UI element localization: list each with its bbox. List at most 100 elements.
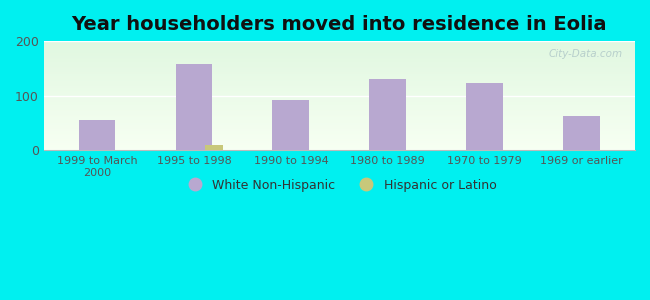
- Bar: [44, 65, 635, 66]
- Bar: [44, 138, 635, 139]
- Bar: [44, 58, 635, 59]
- Bar: [44, 108, 635, 109]
- Bar: [44, 86, 635, 87]
- Bar: [44, 93, 635, 94]
- Bar: [44, 42, 635, 43]
- Bar: [44, 88, 635, 89]
- Bar: [44, 54, 635, 55]
- Bar: [44, 112, 635, 113]
- Bar: [44, 133, 635, 134]
- Bar: [44, 104, 635, 105]
- Bar: [44, 102, 635, 103]
- Bar: [44, 47, 635, 48]
- Bar: [44, 131, 635, 132]
- Bar: [44, 82, 635, 83]
- Bar: [44, 57, 635, 58]
- Bar: [44, 59, 635, 60]
- Bar: [44, 80, 635, 81]
- Bar: [44, 43, 635, 44]
- Bar: [44, 134, 635, 135]
- Bar: [44, 116, 635, 117]
- Bar: [44, 75, 635, 76]
- Bar: [44, 68, 635, 69]
- Bar: [44, 113, 635, 114]
- Bar: [44, 106, 635, 107]
- Bar: [44, 141, 635, 142]
- Bar: [44, 124, 635, 125]
- Bar: [44, 136, 635, 137]
- Bar: [44, 64, 635, 65]
- Bar: [44, 83, 635, 84]
- Bar: [44, 115, 635, 116]
- Bar: [44, 98, 635, 99]
- Bar: [44, 144, 635, 145]
- Bar: [44, 132, 635, 133]
- Bar: [44, 105, 635, 106]
- Bar: [44, 74, 635, 75]
- Bar: [79, 120, 116, 150]
- Bar: [44, 107, 635, 108]
- Bar: [44, 126, 635, 127]
- Bar: [466, 83, 503, 150]
- Bar: [44, 100, 635, 101]
- Bar: [44, 46, 635, 47]
- Legend: White Non-Hispanic, Hispanic or Latino: White Non-Hispanic, Hispanic or Latino: [177, 174, 502, 196]
- Bar: [564, 116, 600, 150]
- Bar: [44, 92, 635, 93]
- Bar: [44, 79, 635, 80]
- Bar: [44, 56, 635, 57]
- Bar: [44, 63, 635, 64]
- Bar: [44, 95, 635, 96]
- Bar: [44, 55, 635, 56]
- Bar: [44, 117, 635, 118]
- Bar: [44, 50, 635, 51]
- Bar: [44, 137, 635, 138]
- Bar: [44, 49, 635, 50]
- Bar: [44, 81, 635, 82]
- Bar: [44, 103, 635, 104]
- Bar: [44, 119, 635, 120]
- Bar: [44, 146, 635, 147]
- Bar: [44, 48, 635, 49]
- Bar: [44, 77, 635, 78]
- Bar: [44, 120, 635, 121]
- Bar: [44, 53, 635, 54]
- Bar: [44, 114, 635, 115]
- Bar: [44, 72, 635, 73]
- Bar: [205, 145, 224, 150]
- Bar: [44, 67, 635, 68]
- Bar: [44, 66, 635, 67]
- Bar: [44, 78, 635, 79]
- Bar: [44, 147, 635, 148]
- Bar: [44, 61, 635, 62]
- Bar: [44, 94, 635, 95]
- Bar: [44, 89, 635, 90]
- Bar: [369, 80, 406, 150]
- Bar: [44, 125, 635, 126]
- Bar: [44, 96, 635, 97]
- Bar: [44, 143, 635, 144]
- Bar: [44, 45, 635, 46]
- Bar: [44, 148, 635, 149]
- Bar: [44, 84, 635, 85]
- Bar: [44, 51, 635, 52]
- Bar: [44, 90, 635, 91]
- Bar: [44, 44, 635, 45]
- Bar: [44, 101, 635, 102]
- Bar: [44, 130, 635, 131]
- Bar: [44, 122, 635, 123]
- Bar: [44, 111, 635, 112]
- Bar: [44, 149, 635, 150]
- Bar: [44, 52, 635, 53]
- Bar: [44, 60, 635, 61]
- Bar: [44, 140, 635, 141]
- Title: Year householders moved into residence in Eolia: Year householders moved into residence i…: [72, 15, 607, 34]
- Bar: [44, 139, 635, 140]
- Bar: [44, 71, 635, 72]
- Bar: [44, 121, 635, 122]
- Bar: [44, 129, 635, 130]
- Bar: [44, 142, 635, 143]
- Bar: [44, 73, 635, 74]
- Bar: [44, 110, 635, 111]
- Bar: [44, 135, 635, 136]
